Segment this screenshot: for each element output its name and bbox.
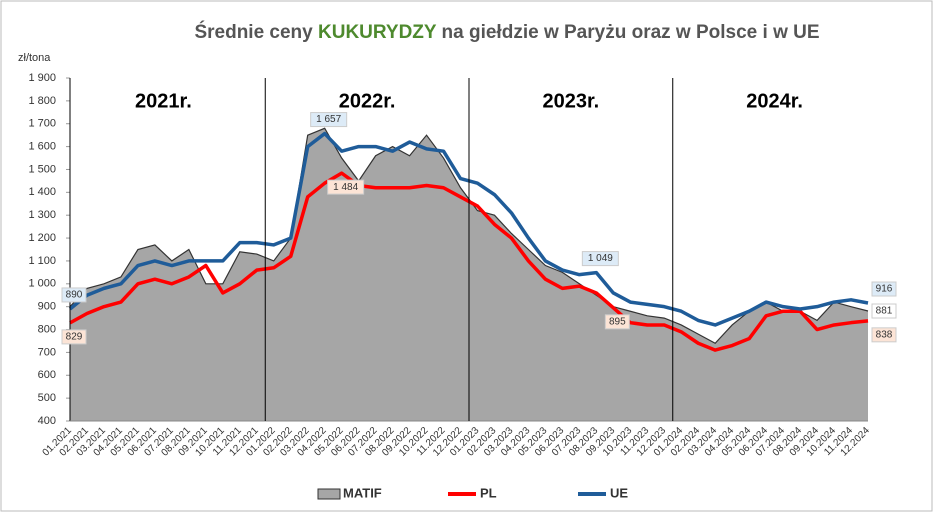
y-tick-label: 1 400: [28, 186, 56, 198]
value-label: 838: [876, 329, 893, 340]
y-axis-label: zł/tona: [18, 52, 51, 64]
y-tick-label: 1 200: [28, 232, 56, 244]
y-tick-label: 600: [38, 369, 56, 381]
y-tick-label: 400: [38, 415, 56, 427]
value-label-box: [581, 251, 619, 267]
title-highlight: KUKURYDZY: [318, 22, 437, 43]
year-label: 2022r.: [339, 90, 396, 112]
year-label: 2024r.: [746, 90, 803, 112]
legend-label: PL: [480, 485, 497, 500]
legend-swatch: [317, 488, 341, 500]
y-tick-label: 1 300: [28, 209, 56, 221]
value-label-box: [310, 112, 348, 128]
value-label: 829: [66, 332, 83, 343]
year-label: 2021r.: [135, 90, 192, 112]
value-label-box: [871, 281, 897, 297]
value-label: 1 049: [588, 253, 613, 264]
y-tick-label: 1 800: [28, 95, 56, 107]
value-label-box: [604, 314, 630, 330]
y-tick-label: 1 500: [28, 163, 56, 175]
value-label: 1 484: [333, 182, 358, 193]
value-label: 895: [609, 316, 626, 327]
y-tick-label: 1 000: [28, 278, 56, 290]
y-tick-label: 1 900: [28, 72, 56, 84]
title-suffix: na giełdzie w Paryżu oraz w Polsce i w U…: [436, 22, 819, 43]
title-prefix: Średnie ceny: [194, 21, 318, 43]
value-label: 881: [876, 306, 893, 317]
legend-label: UE: [610, 485, 628, 500]
y-tick-label: 1 600: [28, 141, 56, 153]
y-tick-label: 700: [38, 346, 56, 358]
y-tick-label: 1 700: [28, 118, 56, 130]
value-label-box: [871, 327, 897, 343]
legend-label: MATIF: [343, 485, 382, 500]
value-label-box: [61, 287, 87, 303]
y-tick-label: 500: [38, 392, 56, 404]
value-label-box: [871, 303, 897, 319]
value-label-box: [327, 179, 365, 195]
y-tick-label: 1 100: [28, 255, 56, 267]
value-label: 1 657: [316, 114, 341, 125]
value-label: 916: [876, 284, 893, 295]
y-tick-label: 800: [38, 323, 56, 335]
y-tick-label: 900: [38, 301, 56, 313]
value-label-box: [61, 329, 87, 345]
value-label: 890: [66, 290, 83, 301]
year-label: 2023r.: [543, 90, 600, 112]
chart-title: Średnie ceny KUKURYDZY na giełdzie w Par…: [194, 21, 819, 43]
